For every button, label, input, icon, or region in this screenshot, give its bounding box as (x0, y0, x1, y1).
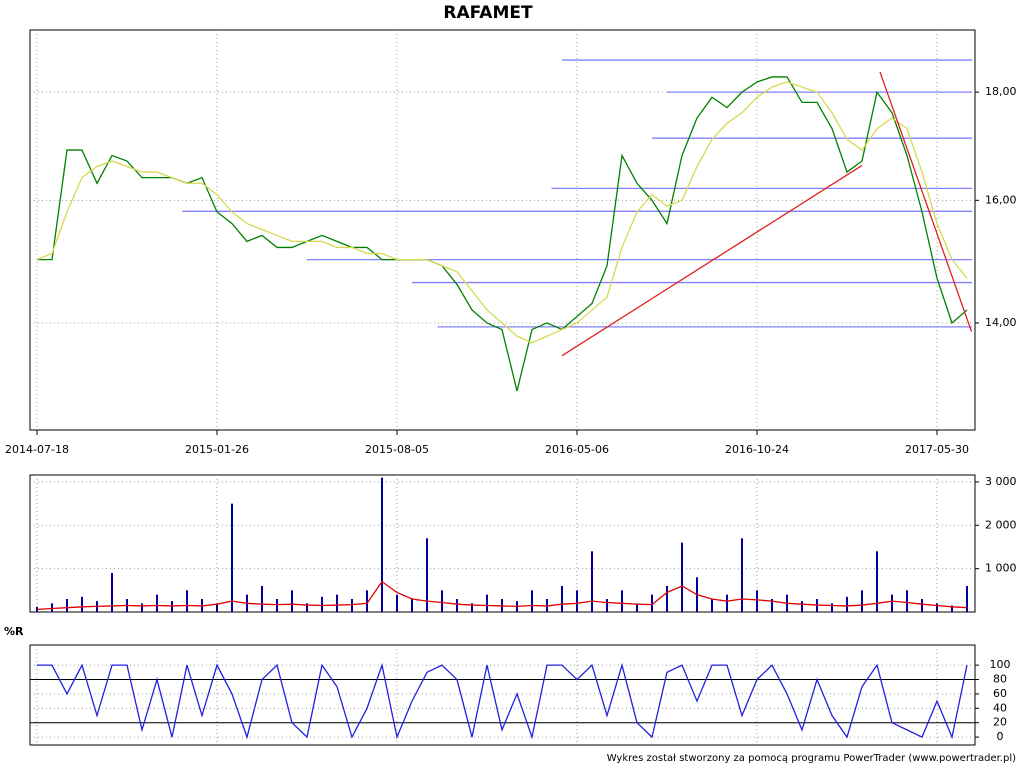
x-tick-label: 2015-08-05 (365, 443, 429, 456)
x-tick-label: 2015-01-26 (185, 443, 249, 456)
series-line (36, 580, 968, 611)
plot-frame (29, 474, 976, 613)
series-line (37, 662, 968, 740)
x-tick-label: 2017-05-30 (905, 443, 969, 456)
x-tick-label: 2016-10-24 (725, 443, 789, 456)
y-tick-label: 1 000 (985, 562, 1017, 575)
x-tick-label: 2016-05-06 (545, 443, 609, 456)
y-tick-label: 14,00 (985, 316, 1017, 329)
footer: Wykres został stworzony za pomocą progra… (607, 753, 1016, 764)
y-tick-label: 0 (997, 730, 1004, 743)
y-tick-label: 100 (990, 658, 1011, 671)
panel-title: %R (4, 625, 24, 638)
series-line (37, 76, 968, 392)
y-tick-label: 3 000 (985, 475, 1017, 488)
y-tick-label: 60 (993, 687, 1007, 700)
plot-frame (29, 29, 976, 431)
y-tick-label: 20 (993, 716, 1007, 729)
trend-line (561, 164, 863, 357)
y-tick-label: 40 (993, 701, 1007, 714)
y-tick-label: 16,00 (985, 193, 1017, 206)
plot-frame (29, 644, 976, 746)
series-line (36, 81, 968, 344)
y-tick-label: 18,00 (985, 85, 1017, 98)
y-tick-label: 2 000 (985, 518, 1017, 531)
trend-line (879, 71, 973, 332)
y-tick-label: 80 (993, 673, 1007, 686)
x-tick-label: 2014-07-18 (5, 443, 69, 456)
chart-title: RAFAMET (443, 3, 533, 23)
